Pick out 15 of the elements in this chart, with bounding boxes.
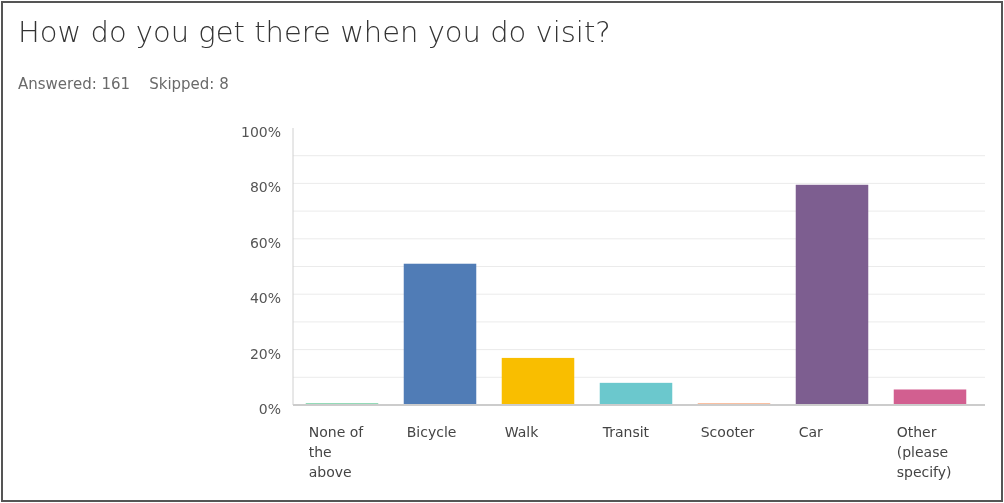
x-tick-label: Scooter — [700, 424, 755, 440]
x-tick-label: Transit — [601, 424, 650, 440]
x-tick-label: Walk — [504, 424, 540, 440]
chart-title: How do you get there when you do visit? — [18, 15, 611, 49]
y-tick-label: 80% — [249, 179, 281, 196]
y-tick-label: 40% — [249, 290, 281, 307]
text: Answered: 161 Skipped: 8 — [18, 75, 229, 93]
y-tick-label: 60% — [249, 234, 281, 251]
x-tick-label: None of the above — [308, 424, 365, 480]
x-tick-label: Other (please specify) — [896, 424, 952, 480]
x-tick-label: Bicycle — [406, 424, 457, 440]
x-tick-label: Car — [798, 424, 824, 440]
y-tick-label: 100% — [240, 124, 281, 140]
y-tick-label: 0% — [258, 401, 281, 417]
y-tick-label: 20% — [249, 345, 281, 362]
